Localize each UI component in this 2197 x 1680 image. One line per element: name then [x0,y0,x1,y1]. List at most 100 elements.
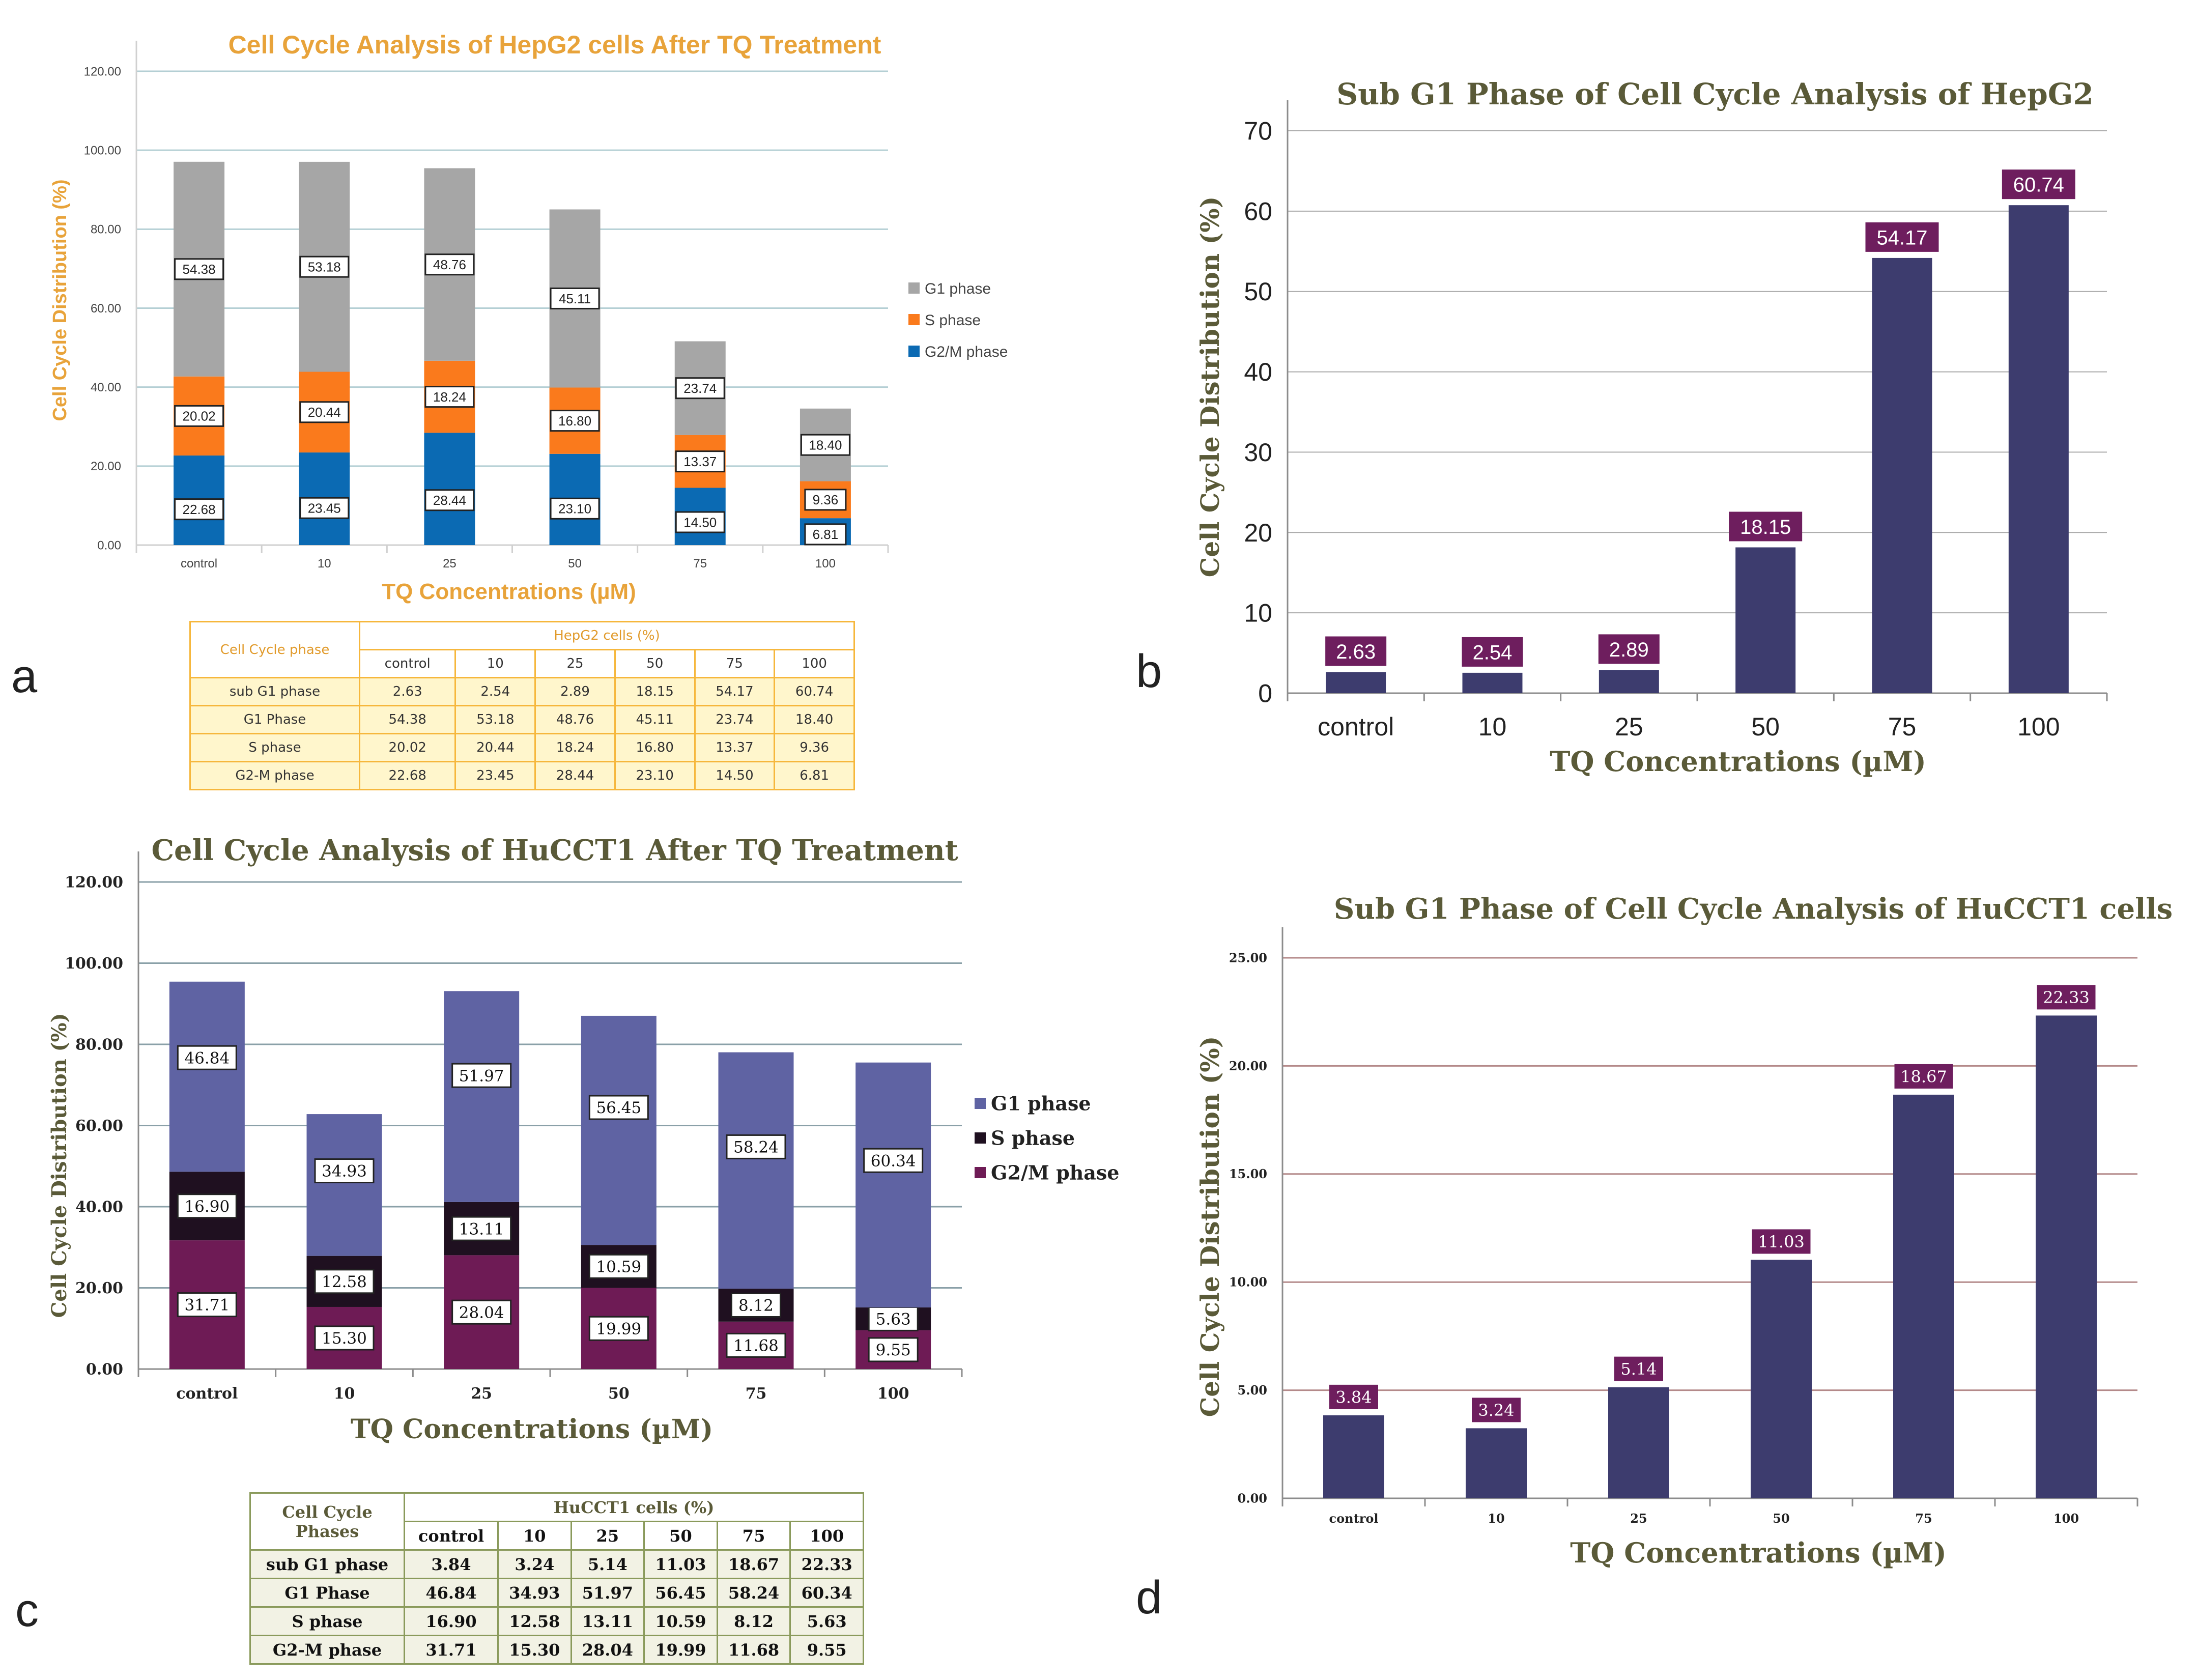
table-cell: 16.80 [614,733,696,762]
chart-a-hepg2-cell-cycle: 0.00 20.00 40.00 60.00 80.00 100.00 120.00 cont… [49,31,1008,604]
data-label-box [177,1292,237,1318]
y-tick-label: 10 [1244,599,1272,628]
y-tick-label: 100.00 [84,144,121,158]
legend-label: G1 phase [925,280,991,297]
data-label-box [174,498,224,521]
data-label: 14.50 [683,515,717,530]
legend-swatch [975,1098,986,1109]
y-tick-label: 0.00 [86,1361,123,1379]
data-label-box [424,386,475,408]
y-tick-label: 60.00 [75,1117,123,1135]
data-label-box [451,1299,512,1325]
table-cell: 2.54 [454,677,536,706]
data-label: 13.37 [683,454,717,469]
data-label-box [177,1193,237,1219]
data-label: 11.03 [1758,1232,1805,1251]
y-tick-label: 15.00 [1229,1166,1267,1181]
panel-letter-a: a [11,650,38,702]
data-label-box [1598,634,1660,664]
data-label-box [1329,1384,1378,1409]
x-tick-label: 100 [2017,713,2060,741]
table-row: G1 Phase 54.38 53.18 48.76 45.11 23.74 1… [189,705,855,734]
x-axis-label: TQ Concentrations (µM) [1570,1536,1947,1569]
legend-swatch [975,1167,986,1178]
y-tick-label: 25.00 [1229,950,1267,965]
data-label: 2.63 [1336,641,1376,663]
legend-label: G2/M phase [925,344,1008,360]
legend-swatch [908,346,920,357]
table-row: G2-M phase 22.68 23.45 28.44 23.10 14.50… [189,761,855,790]
data-label-box [314,1158,375,1184]
table-cell: 23.10 [614,761,696,790]
panel-letter-d: d [1136,1572,1162,1624]
table-group-header: HuCCT1 cells (%) [404,1492,864,1522]
y-axis-label: Cell Cycle Distribution (%) [47,1013,71,1318]
x-tick-label: 10 [334,1385,355,1403]
legend-swatch [908,282,920,294]
row-label: G1 Phase [249,1578,405,1608]
data-label: 3.84 [1335,1387,1372,1407]
table-corner: Cell Cycle Phases [249,1492,405,1551]
y-axis-label: Cell Cycle Distribution (%) [49,179,71,421]
data-label-box [174,405,224,427]
y-tick-label: 40.00 [75,1199,123,1216]
y-tick-label: 80.00 [91,223,121,237]
x-tick-label: 75 [693,557,707,571]
table-cell: 10.59 [643,1606,718,1636]
y-tick-label: 40.00 [91,381,121,394]
table-cell: 60.34 [789,1578,864,1608]
row-label: G1 Phase [189,705,360,734]
table-cell: 28.04 [570,1635,645,1665]
table-cell: 22.33 [789,1549,864,1579]
table-row: sub G1 phase 2.63 2.54 2.89 18.15 54.17 … [189,677,855,706]
y-tick-label: 120.00 [84,65,121,78]
column-header: 50 [614,649,696,678]
row-label: S phase [249,1606,405,1636]
y-tick-label: 0 [1258,679,1272,708]
table-cell: 9.36 [774,733,855,762]
bar [1462,672,1523,693]
table-row: G2-M phase 31.71 15.30 28.04 19.99 11.68… [249,1635,864,1665]
data-label: 18.40 [809,438,842,453]
y-tick-label: 60 [1244,197,1272,225]
table-cell: 34.93 [497,1578,572,1608]
data-label-box [1325,636,1387,666]
column-header: 100 [789,1521,864,1551]
data-label: 45.11 [559,291,591,306]
data-label-box [299,497,350,519]
data-label-box [2037,985,2096,1010]
table-corner-line2: Phases [295,1521,359,1541]
data-label-box [314,1269,375,1294]
table-cell: 14.50 [694,761,776,790]
y-tick-label: 70 [1244,117,1272,146]
column-header: 100 [774,649,855,678]
row-label: sub G1 phase [249,1549,405,1579]
column-header: control [358,649,456,678]
table-cell: 11.03 [643,1549,718,1579]
bar [1872,258,1932,694]
chart-d-hucct1-sub-g1: 0.00 5.00 10.00 15.00 20.00 25.00 control 10 25 5… [1195,892,2173,1569]
x-tick-label: control [181,557,217,571]
table-cell: 58.24 [716,1578,791,1608]
data-label: 46.84 [184,1049,230,1067]
table-column-row: control 10 25 50 75 100 [250,1521,864,1551]
data-label: 23.74 [683,381,717,396]
table-cell: 20.02 [358,733,456,762]
bar-segment-g1-phase [169,981,245,1172]
x-tick-label: 10 [1478,713,1507,741]
bar [1466,1428,1527,1498]
chart-c-hucct1-cell-cycle: 0.00 20.00 40.00 60.00 80.00 100.00 120.00 cont… [47,834,1119,1445]
y-tick-label: 20.00 [1229,1059,1267,1073]
data-label: 16.80 [558,413,591,429]
table-cell: 2.63 [358,677,456,706]
data-label-box [1752,1229,1811,1254]
data-label-box [1462,637,1523,667]
row-label: sub G1 phase [189,677,360,706]
table-cell: 23.74 [694,705,776,734]
bar-segment-g1-phase [444,991,520,1202]
x-axis-label: TQ Concentrations (µM) [1550,745,1926,778]
y-axis-label: Cell Cycle Distribution (%) [1195,1036,1225,1417]
data-label: 2.54 [1473,641,1513,664]
data-label-box [868,1337,919,1362]
row-label: G2-M phase [249,1635,405,1665]
